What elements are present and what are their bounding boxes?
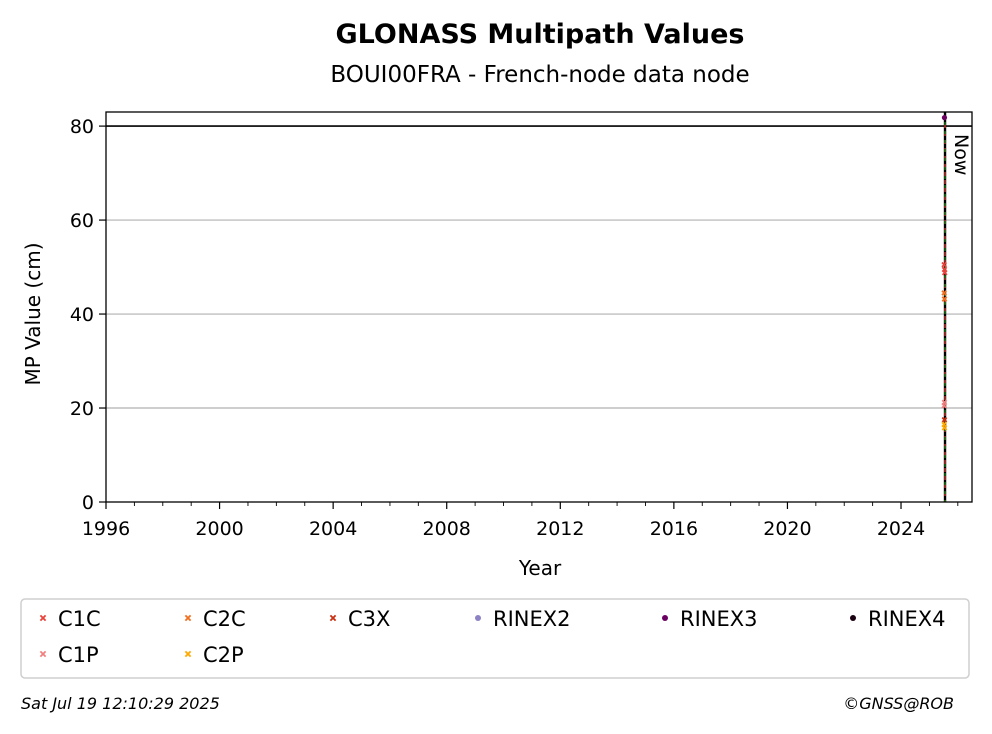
x-tick-label: 1996 bbox=[82, 518, 130, 540]
legend-marker bbox=[850, 615, 856, 621]
x-tick-label: 2020 bbox=[763, 518, 811, 540]
x-tick-label: 2016 bbox=[650, 518, 698, 540]
legend-item-rinex4: RINEX4 bbox=[850, 607, 946, 631]
y-axis: 0 20 40 60 80 bbox=[70, 116, 106, 514]
legend-marker bbox=[39, 650, 47, 658]
plot-frame bbox=[105, 111, 973, 503]
legend-marker bbox=[662, 615, 668, 621]
data-point-c2c bbox=[941, 290, 948, 296]
legend-marker bbox=[184, 650, 192, 658]
x-axis-label: Year bbox=[518, 556, 562, 580]
data-point-c2p bbox=[941, 424, 948, 431]
now-label: Now bbox=[950, 134, 972, 175]
x-axis: 1996 2000 2004 2008 2012 2016 2020 2024 bbox=[82, 502, 959, 540]
legend-item-rinex3: RINEX3 bbox=[662, 607, 758, 631]
legend-item-c3x: C3X bbox=[329, 607, 390, 631]
y-axis-label: MP Value (cm) bbox=[21, 242, 45, 385]
data-point-c3x bbox=[941, 416, 948, 423]
legend-marker bbox=[475, 615, 481, 621]
legend-item-c1c: C1C bbox=[39, 607, 101, 631]
legend-label: C1C bbox=[58, 607, 101, 631]
data-point-rinex3 bbox=[941, 115, 948, 121]
y-tick-label: 0 bbox=[82, 492, 94, 514]
grid-lines bbox=[106, 125, 972, 409]
y-tick-label: 40 bbox=[70, 304, 94, 326]
legend-marker bbox=[329, 614, 337, 622]
legend-item-c2c: C2C bbox=[184, 607, 246, 631]
chart-title: GLONASS Multipath Values bbox=[335, 19, 744, 50]
chart-subtitle: BOUI00FRA - French-node data node bbox=[330, 62, 749, 88]
legend-label: C3X bbox=[348, 607, 390, 631]
data-point-c2c bbox=[941, 296, 948, 302]
legend-marker bbox=[39, 614, 47, 622]
x-tick-label: 2024 bbox=[877, 518, 925, 540]
data-point-c1p bbox=[941, 399, 948, 406]
data-point-c1c bbox=[941, 269, 948, 276]
footer-credit: ©GNSS@ROB bbox=[843, 694, 954, 713]
legend-label: C2P bbox=[203, 643, 244, 667]
legend: C1C C2C C3X RINEX2 RINEX3 RINEX4 C1P C2P bbox=[39, 607, 946, 667]
legend-label: RINEX2 bbox=[493, 607, 571, 631]
x-tick-label: 2000 bbox=[195, 518, 243, 540]
plot-marks bbox=[941, 112, 948, 502]
y-tick-label: 80 bbox=[70, 116, 94, 138]
legend-label: RINEX4 bbox=[868, 607, 946, 631]
legend-item-rinex2: RINEX2 bbox=[475, 607, 571, 631]
data-point-c1c bbox=[941, 261, 948, 268]
legend-box bbox=[20, 598, 970, 679]
legend-label: C2C bbox=[203, 607, 246, 631]
footer-timestamp: Sat Jul 19 12:10:29 2025 bbox=[21, 694, 220, 713]
legend-label: RINEX3 bbox=[680, 607, 758, 631]
x-tick-label: 2012 bbox=[536, 518, 584, 540]
legend-label: C1P bbox=[58, 643, 99, 667]
x-tick-label: 2008 bbox=[423, 518, 471, 540]
y-tick-label: 60 bbox=[70, 210, 94, 232]
x-tick-label: 2004 bbox=[309, 518, 357, 540]
legend-marker bbox=[184, 614, 192, 622]
y-tick-label: 20 bbox=[70, 398, 94, 420]
legend-item-c1p: C1P bbox=[39, 643, 99, 667]
legend-item-c2p: C2P bbox=[184, 643, 244, 667]
